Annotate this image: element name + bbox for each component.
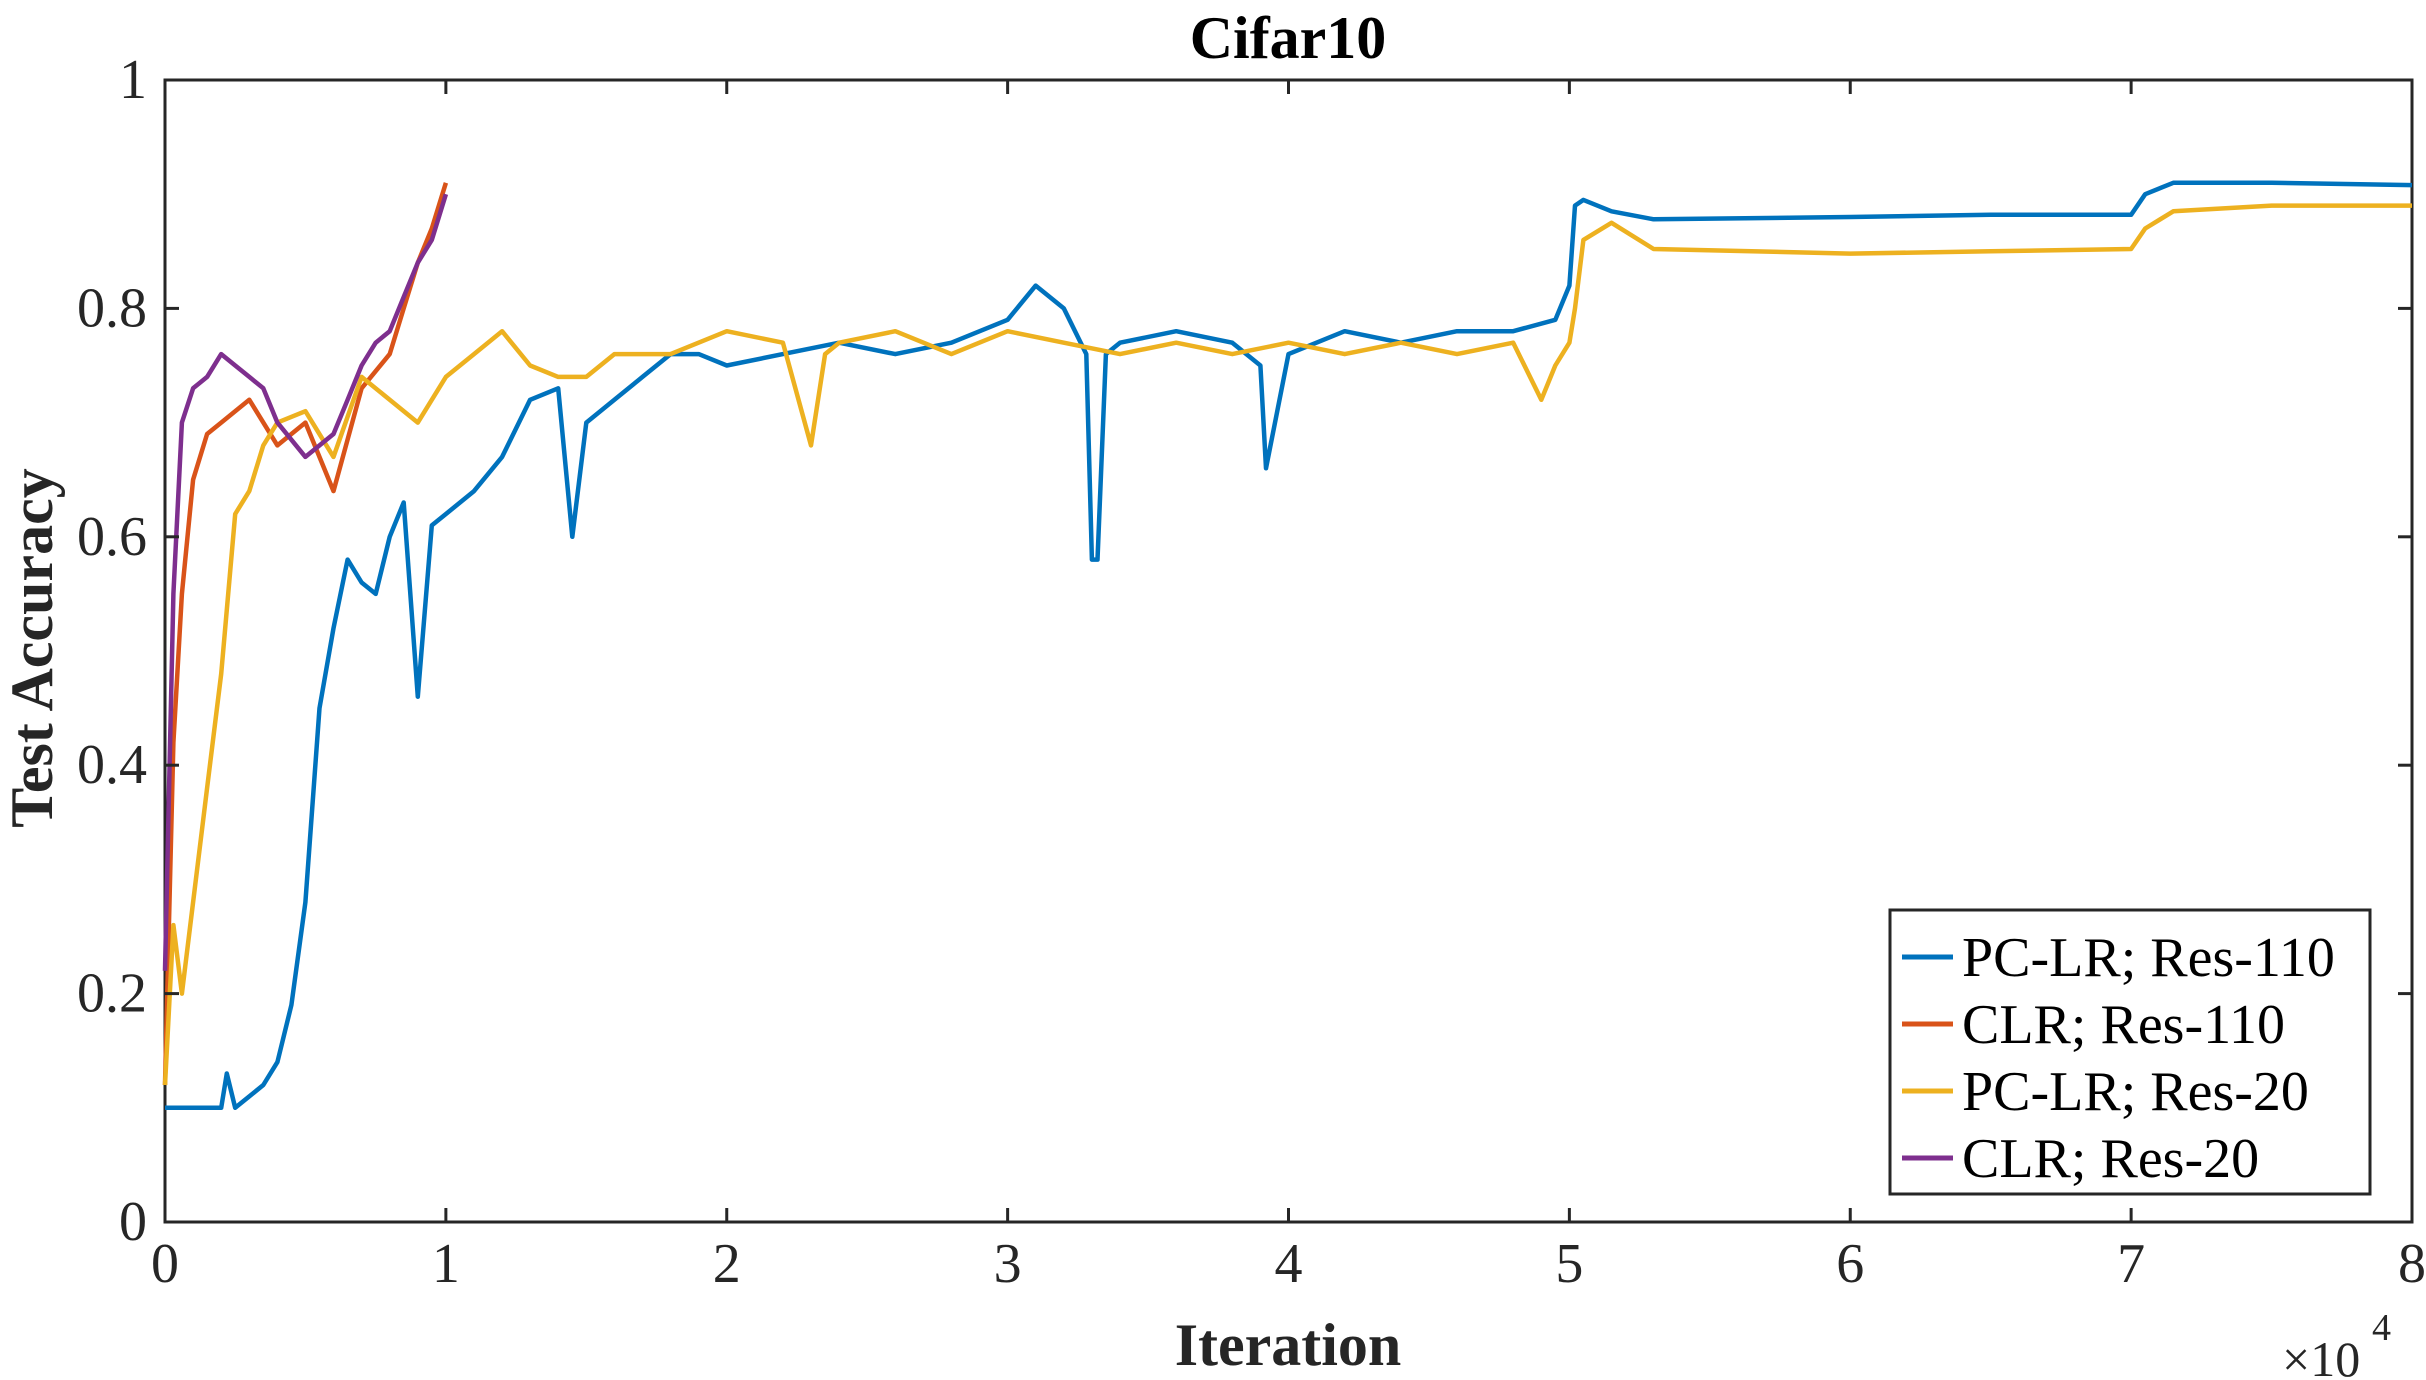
x-tick-label: 5 [1555, 1233, 1583, 1295]
plot-area: 0 1 2 3 4 5 6 7 8 0 0.2 0.4 0.6 0.8 1 [77, 49, 2426, 1295]
series-line-3 [162, 193, 449, 971]
y-tick-label: 0.6 [77, 506, 147, 568]
x-tick-label: 1 [432, 1233, 460, 1295]
y-tick-label: 0.2 [77, 963, 147, 1025]
legend-label-0: PC-LR; Res-110 [1962, 927, 2335, 989]
x-tick-label: 6 [1836, 1233, 1864, 1295]
legend-label-3: CLR; Res-20 [1962, 1128, 2259, 1190]
x-axis-label: Iteration [1175, 1312, 1402, 1378]
x-tick-label: 2 [713, 1233, 741, 1295]
x-multiplier: ×10 4 [2282, 1307, 2391, 1380]
x-multiplier-exponent: 4 [2372, 1307, 2391, 1349]
legend-label-2: PC-LR; Res-20 [1962, 1061, 2309, 1123]
y-tick-label: 1 [119, 49, 147, 111]
legend-box [1888, 908, 2372, 1196]
y-tick-label: 0.8 [77, 277, 147, 339]
series-layer [162, 180, 2413, 1111]
legend-label-1: CLR; Res-110 [1962, 994, 2285, 1056]
chart-title: Cifar10 [1190, 5, 1387, 71]
x-tick-label: 0 [151, 1233, 179, 1295]
x-tick-label: 8 [2398, 1233, 2426, 1295]
x-multiplier-base: ×10 [2282, 1331, 2360, 1380]
x-tick-label: 7 [2117, 1233, 2145, 1295]
y-tick-label: 0 [119, 1191, 147, 1253]
series-line-1 [162, 182, 449, 1086]
y-axis-label: Test Accuracy [0, 468, 65, 827]
x-tick-label: 3 [994, 1233, 1022, 1295]
ticks-layer: 0 1 2 3 4 5 6 7 8 0 0.2 0.4 0.6 0.8 1 [77, 49, 2426, 1295]
series-line-2 [162, 203, 2412, 1086]
y-tick-label: 0.4 [77, 734, 147, 796]
x-tick-label: 4 [1275, 1233, 1303, 1295]
